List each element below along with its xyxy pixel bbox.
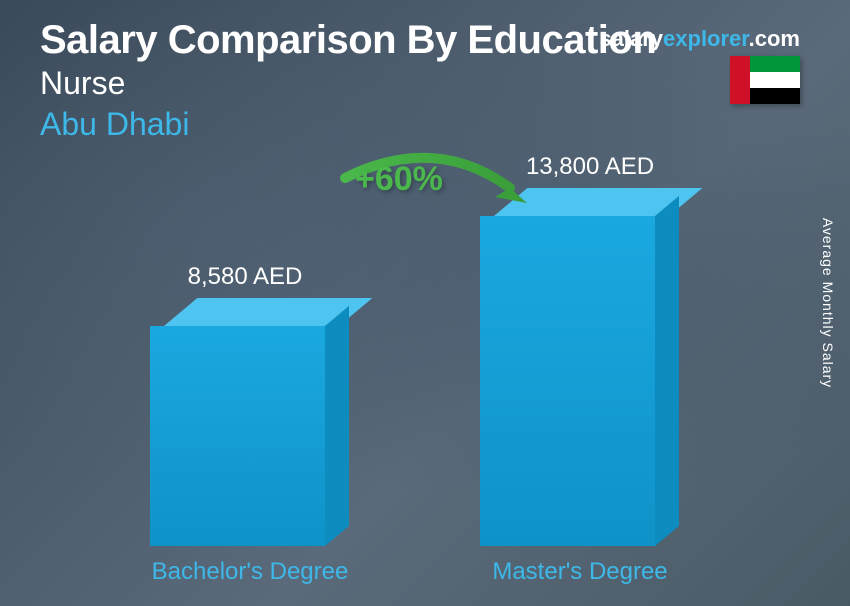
bar-front-face (150, 326, 325, 546)
y-axis-label: Average Monthly Salary (820, 218, 836, 388)
subtitle-location: Abu Dhabi (40, 106, 810, 143)
bar-side-face (655, 196, 679, 546)
bar-category-label: Bachelor's Degree (120, 558, 380, 586)
flag-green-stripe (750, 56, 800, 72)
flag-red-stripe (730, 56, 750, 104)
bar-category-label: Master's Degree (450, 558, 710, 586)
flag-white-stripe (750, 72, 800, 88)
watermark-part2: explorer (663, 26, 749, 51)
infographic-container: Salary Comparison By Education Nurse Abu… (0, 0, 850, 606)
watermark-logo: salaryexplorer.com (599, 26, 800, 52)
uae-flag-icon (730, 56, 800, 104)
subtitle-profession: Nurse (40, 65, 810, 102)
bar-side-face (325, 306, 349, 546)
watermark-part3: .com (749, 26, 800, 51)
flag-black-stripe (750, 88, 800, 104)
increase-percentage: +60% (355, 160, 443, 199)
bar-front-face (480, 216, 655, 546)
bar-value-label: 8,580 AED (145, 263, 345, 291)
watermark-part1: salary (599, 26, 663, 51)
